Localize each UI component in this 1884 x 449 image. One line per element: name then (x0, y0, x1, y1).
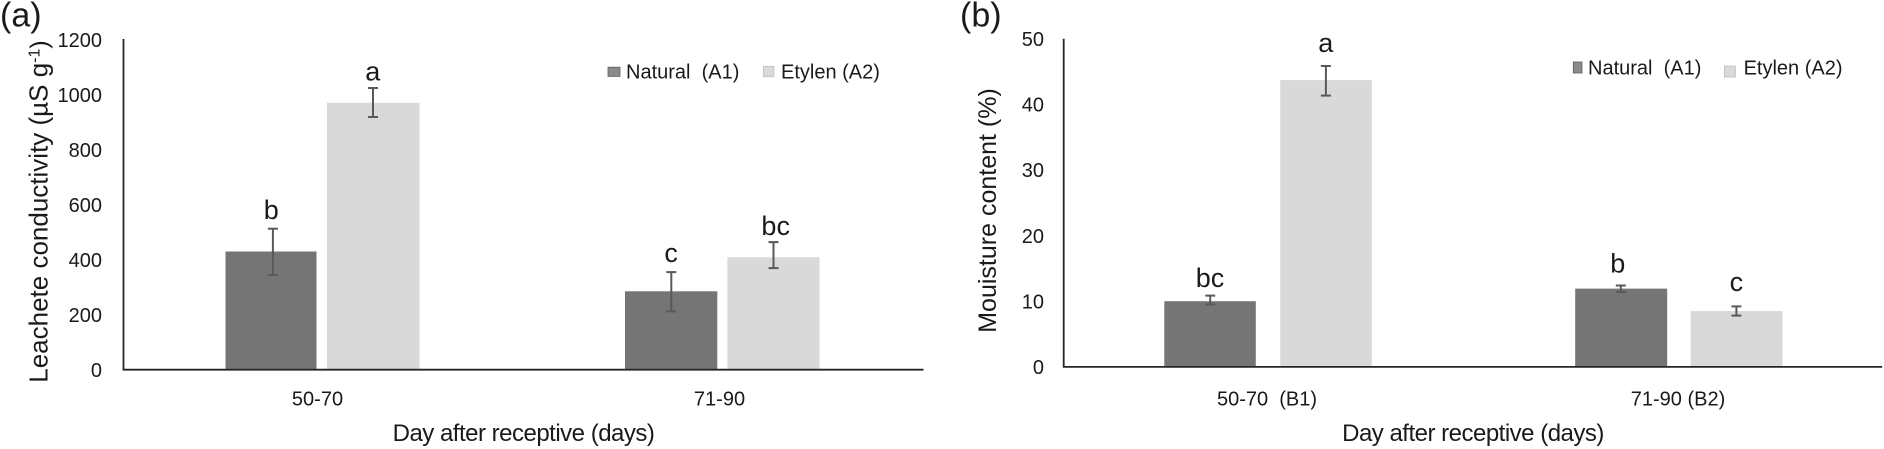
svg-text:50: 50 (1022, 29, 1044, 51)
svg-text:20: 20 (1022, 226, 1044, 248)
svg-text:1000: 1000 (58, 85, 103, 107)
svg-text:50-70 (B1): 50-70 (B1) (1217, 389, 1317, 411)
svg-text:600: 600 (69, 195, 102, 217)
svg-text:(a): (a) (0, 0, 42, 35)
svg-text:(b): (b) (960, 0, 1002, 35)
svg-text:200: 200 (69, 305, 102, 327)
svg-text:0: 0 (91, 360, 102, 382)
svg-text:1200: 1200 (58, 30, 103, 52)
svg-text:bc: bc (761, 211, 790, 241)
svg-text:10: 10 (1022, 292, 1044, 314)
svg-text:800: 800 (69, 140, 102, 162)
svg-text:a: a (1318, 28, 1334, 58)
svg-text:a: a (365, 57, 381, 87)
svg-text:0: 0 (1033, 357, 1044, 379)
svg-text:50-70: 50-70 (292, 389, 343, 411)
svg-text:b: b (1610, 249, 1625, 279)
svg-text:Natural (A1): Natural (A1) (1588, 58, 1701, 80)
svg-text:Natural (A1): Natural (A1) (626, 62, 739, 84)
svg-text:c: c (1730, 267, 1744, 297)
svg-text:Etylen (A2): Etylen (A2) (781, 62, 880, 84)
svg-text:Leachete conductivity (µS g-1: Leachete conductivity (µS g-1) (24, 40, 54, 383)
svg-text:71-90 (B2): 71-90 (B2) (1631, 389, 1726, 411)
svg-text:Day after receptive (days): Day after receptive (days) (393, 420, 655, 447)
svg-text:Etylen (A2): Etylen (A2) (1744, 58, 1843, 80)
svg-text:30: 30 (1022, 160, 1044, 182)
svg-text:c: c (664, 238, 678, 268)
svg-text:71-90: 71-90 (694, 389, 745, 411)
svg-text:Mouisture content (%): Mouisture content (%) (974, 88, 1002, 333)
svg-text:400: 400 (69, 250, 102, 272)
svg-text:40: 40 (1022, 95, 1044, 117)
svg-text:b: b (264, 195, 279, 225)
svg-text:Day after receptive (days): Day after receptive (days) (1342, 420, 1604, 447)
svg-text:bc: bc (1196, 263, 1225, 293)
